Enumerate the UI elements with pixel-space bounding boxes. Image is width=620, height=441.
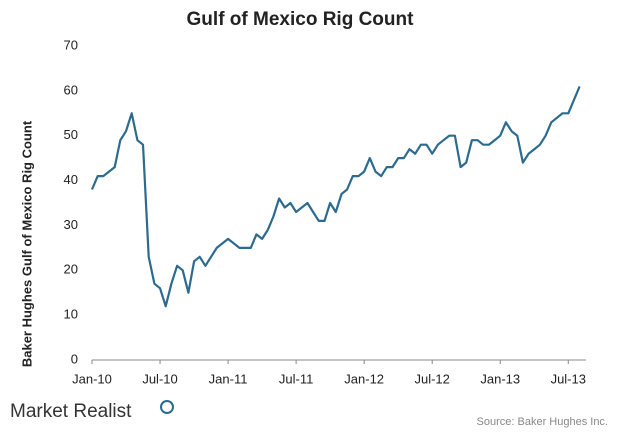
y-axis-label: Baker Hughes Gulf of Mexico Rig Count xyxy=(19,120,34,367)
y-tick-label: 0 xyxy=(71,351,78,366)
y-tick-label: 50 xyxy=(64,127,78,142)
y-tick-label: 70 xyxy=(64,37,78,52)
x-tick-label: Jan-10 xyxy=(72,371,112,386)
brand-icon xyxy=(160,400,174,414)
x-tick-label: Jan-12 xyxy=(344,371,384,386)
x-tick-label: Jul-10 xyxy=(142,371,177,386)
source: Source: Baker Hughes Inc. xyxy=(477,416,608,428)
y-tick-label: 10 xyxy=(64,307,78,322)
x-tick-label: Jan-13 xyxy=(480,371,520,386)
line xyxy=(90,85,581,308)
x-tick-label: Jul-12 xyxy=(414,371,449,386)
y-tick-label: 60 xyxy=(64,82,78,97)
x-tick-label: Jul-13 xyxy=(551,371,586,386)
chart-title: Gulf of Mexico Rig Count xyxy=(187,9,415,30)
y-tick-label: 20 xyxy=(64,262,78,277)
y-tick-label: 40 xyxy=(64,172,78,187)
x-tick-label: Jan-11 xyxy=(209,371,248,386)
brand: Market Realist xyxy=(10,401,132,422)
y-tick-label: 30 xyxy=(64,217,78,232)
x-tick-label: Jul-11 xyxy=(279,371,313,386)
